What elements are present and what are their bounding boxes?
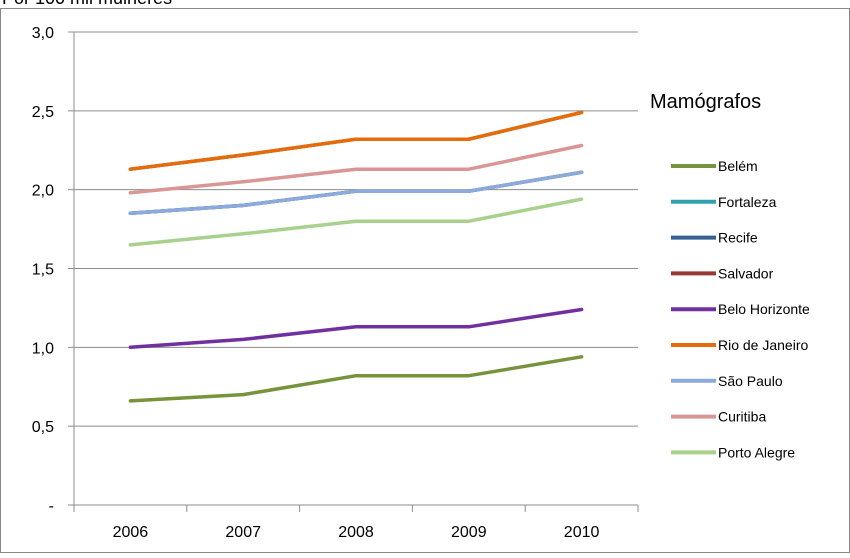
legend-entry: Porto Alegre <box>718 444 795 460</box>
legend: Mamógrafos Belém Fortaleza Recife Salvador Be… <box>650 91 810 460</box>
gridlines <box>68 31 638 506</box>
y-tick-label: 2,0 <box>32 183 54 200</box>
x-tick-label: 2007 <box>225 524 261 541</box>
legend-entry: Fortaleza <box>718 194 777 210</box>
y-tick-label: 1,5 <box>32 262 54 279</box>
axes: - 0,5 1,0 1,5 2,0 2,5 3,0 2006 2007 2008 2009 2010 <box>32 25 639 541</box>
legend-entry: Belém <box>718 158 758 174</box>
x-tick-label: 2006 <box>113 524 149 541</box>
series-line-são-paulo <box>128 170 584 216</box>
legend-entry: Rio de Janeiro <box>718 337 808 353</box>
series-lines <box>128 110 584 403</box>
series-line-rio-de-janeiro <box>128 110 584 171</box>
series-line-belém <box>128 355 584 403</box>
y-tick-label: - <box>49 498 54 515</box>
legend-entry: Salvador <box>718 265 774 281</box>
series-line-curitiba <box>128 143 584 195</box>
x-tick-label: 2010 <box>564 524 600 541</box>
legend-entry: Belo Horizonte <box>718 301 810 317</box>
legend-entry: Recife <box>718 230 758 246</box>
y-tick-label: 0,5 <box>32 419 54 436</box>
legend-entry: Curitiba <box>718 409 766 425</box>
series-line-belo-horizonte <box>128 307 584 350</box>
chart-title-partial: Por 100 mil mulheres <box>2 0 172 9</box>
x-tick-label: 2008 <box>338 524 374 541</box>
x-tick-label: 2009 <box>451 524 487 541</box>
legend-title: Mamógrafos <box>650 91 761 113</box>
y-tick-label: 1,0 <box>32 340 54 357</box>
series-line-porto-alegre <box>128 197 584 247</box>
y-tick-label: 3,0 <box>32 25 54 42</box>
y-tick-label: 2,5 <box>32 104 54 121</box>
legend-entry: São Paulo <box>718 373 783 389</box>
